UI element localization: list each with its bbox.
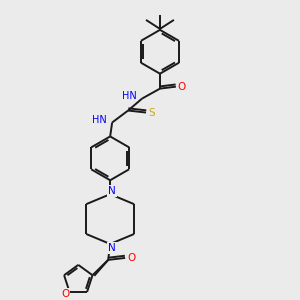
Text: S: S (149, 107, 155, 118)
Text: O: O (127, 253, 135, 263)
Text: N: N (108, 243, 116, 253)
Text: N: N (108, 186, 116, 196)
Text: O: O (178, 82, 186, 92)
Text: HN: HN (122, 91, 137, 100)
Text: HN: HN (92, 116, 107, 125)
Text: O: O (61, 289, 70, 299)
